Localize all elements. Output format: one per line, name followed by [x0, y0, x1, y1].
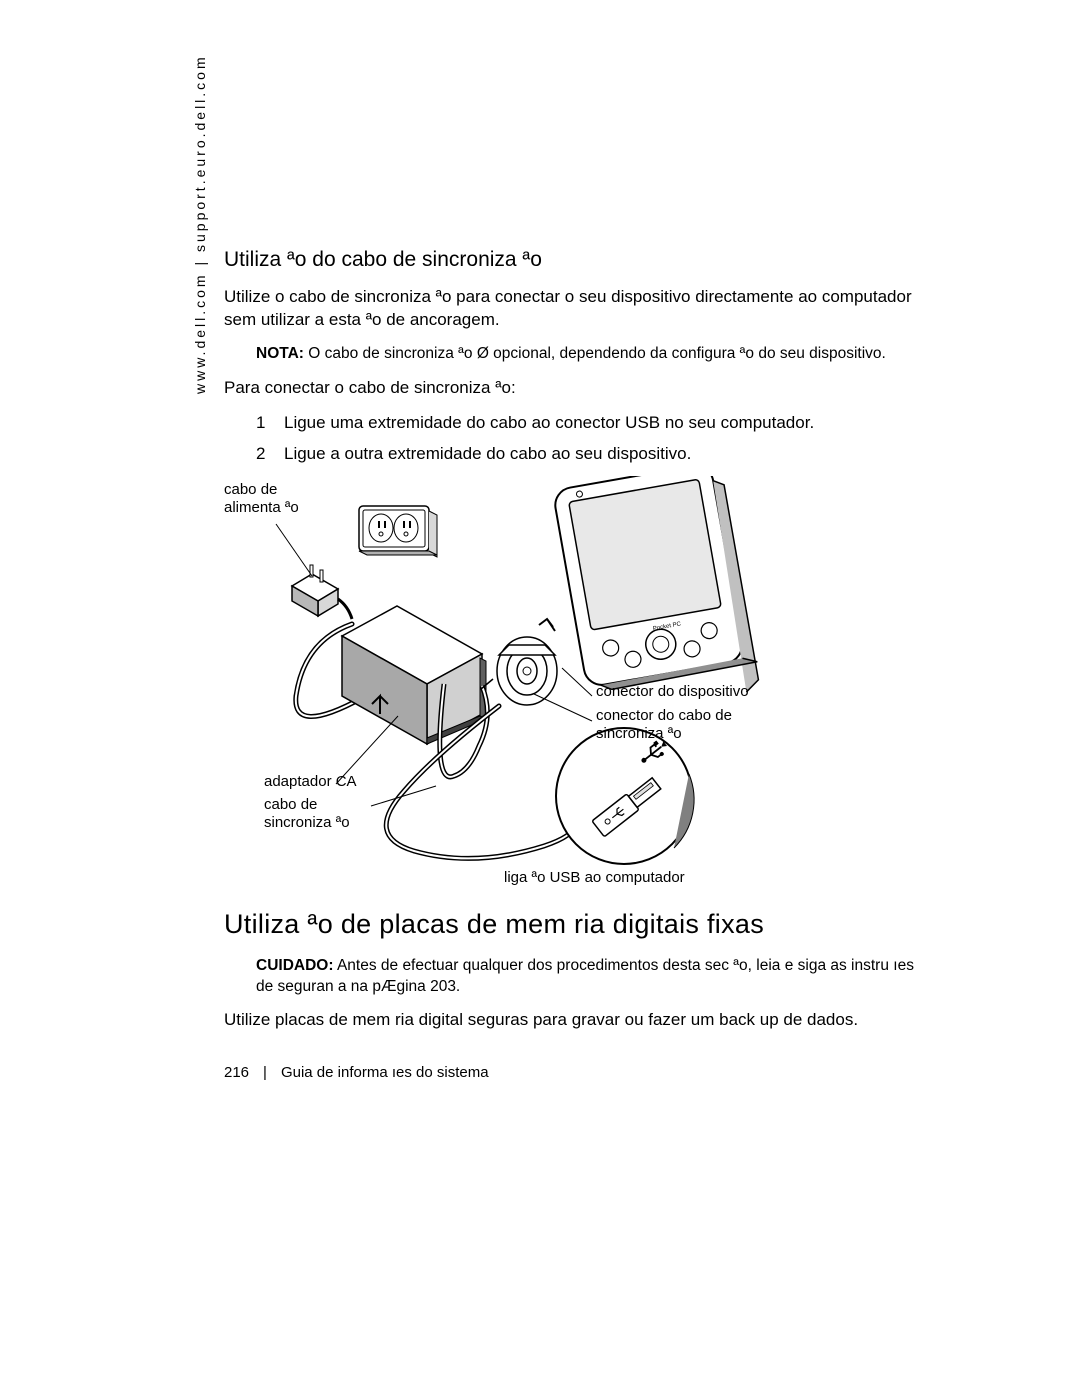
- label-device-connector: conector do dispositivo: [596, 683, 749, 702]
- cuidado-lead: CUIDADO:: [256, 957, 334, 974]
- label-usb-to-pc: liga ªo USB ao computador: [504, 869, 685, 888]
- list-item: 1 Ligue uma extremidade do cabo ao conec…: [256, 412, 920, 435]
- cuidado-body: Antes de efectuar qualquer dos procedime…: [256, 957, 914, 995]
- note-lead: NOTA:: [256, 345, 304, 362]
- page-number: 216: [224, 1064, 249, 1081]
- section1-para2: Para conectar o cabo de sincroniza ªo:: [224, 377, 920, 400]
- list-text: Ligue a outra extremidade do cabo ao seu…: [284, 443, 691, 466]
- list-item: 2 Ligue a outra extremidade do cabo ao s…: [256, 443, 920, 466]
- steps-list: 1 Ligue uma extremidade do cabo ao conec…: [256, 412, 920, 466]
- list-text: Ligue uma extremidade do cabo ao conecto…: [284, 412, 814, 435]
- page-content: Utiliza ªo do cabo de sincroniza ªo Util…: [198, 248, 920, 1081]
- section2-heading: Utiliza ªo de placas de mem ria digitais…: [224, 909, 920, 940]
- section2-para: Utilize placas de mem ria digital segura…: [224, 1009, 920, 1032]
- label-sync-cable-connector: conector do cabo de sincroniza ªo: [596, 707, 766, 745]
- label-ac-adapter: adaptador CA: [264, 773, 357, 792]
- list-num: 2: [256, 443, 270, 466]
- footer-separator: |: [263, 1064, 267, 1081]
- section1-heading: Utiliza ªo do cabo de sincroniza ªo: [224, 248, 920, 272]
- label-sync-cable: cabo de sincroniza ªo: [264, 796, 384, 834]
- label-power-cable: cabo de alimenta ªo: [224, 481, 314, 519]
- section1-para1: Utilize o cabo de sincroniza ªo para con…: [224, 286, 920, 332]
- doc-title: Guia de informa ıes do sistema: [281, 1064, 489, 1081]
- note-body: O cabo de sincroniza ªo Ø opcional, depe…: [304, 345, 886, 362]
- page-footer: 216 | Guia de informa ıes do sistema: [224, 1064, 920, 1081]
- connection-diagram: Pocket PC: [224, 476, 920, 891]
- list-num: 1: [256, 412, 270, 435]
- section1-note: NOTA: O cabo de sincroniza ªo Ø opcional…: [256, 344, 920, 365]
- cuidado-note: CUIDADO: Antes de efectuar qualquer dos …: [256, 956, 920, 998]
